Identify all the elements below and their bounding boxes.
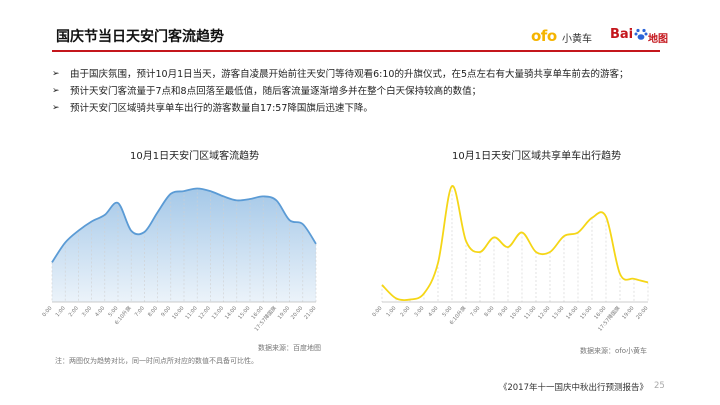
- x-tick-label: 3:00: [413, 305, 425, 318]
- bullet-text: 由于国庆氛围，预计10月1日当天，游客自凌晨开始前往天安门等待观看6:10的升旗…: [70, 69, 629, 80]
- x-tick-label: 15:00: [579, 305, 593, 320]
- x-tick-label: 0:00: [371, 305, 383, 318]
- x-tick-label: 9:00: [497, 305, 509, 318]
- baidu-map-logo-text: 地图: [648, 34, 668, 45]
- x-tick-label: 19:00: [621, 305, 635, 320]
- list-item: ➢ 预计天安门区域骑共享单车出行的游客数量自17:57降国旗后迅速下降。: [52, 100, 672, 117]
- x-tick-label: 20:00: [635, 305, 649, 320]
- x-tick-label: 8:00: [483, 305, 495, 318]
- x-tick-label: 11:00: [523, 305, 537, 320]
- x-tick-label: 7:00: [469, 305, 481, 318]
- right-chart-source: 数据来源：ofo小黄车: [580, 347, 648, 355]
- bullet-text: 预计天安门区域骑共享单车出行的游客数量自17:57降国旗后迅速下降。: [70, 103, 373, 114]
- arrow-bullet-icon: ➢: [52, 86, 60, 96]
- baidu-logo: Bai: [610, 27, 634, 42]
- left-chart-title: 10月1日天安门区域客流趋势: [130, 151, 260, 162]
- footnote: 注：两图仅为趋势对比，同一时间点所对应的数值不具备可比性。: [55, 357, 258, 365]
- x-tick-label: 10:00: [509, 305, 523, 320]
- x-tick-label: 13:00: [551, 305, 565, 320]
- title-rule: [52, 50, 660, 52]
- bullet-text: 预计天安门客流量于7点和8点回落至最低值，随后客流量逐渐增多并在整个白天保持较高…: [70, 86, 482, 97]
- page-title: 国庆节当日天安门客流趋势: [56, 29, 224, 45]
- x-tick-label: 1:00: [385, 305, 397, 318]
- page-number: 25: [654, 381, 665, 391]
- series-line: [381, 185, 649, 302]
- x-tick-label: 5:00: [441, 305, 453, 318]
- x-tick-label: 2:00: [399, 305, 411, 318]
- left-chart-source: 数据来源：百度地图: [258, 344, 321, 352]
- arrow-bullet-icon: ➢: [52, 69, 60, 79]
- list-item: ➢ 由于国庆氛围，预计10月1日当天，游客自凌晨开始前往天安门等待观看6:10的…: [52, 66, 672, 83]
- arrow-bullet-icon: ➢: [52, 103, 60, 113]
- baidu-paw-icon: [634, 28, 648, 40]
- report-title-footer: 《2017年十一国庆中秋出行预测报告》: [498, 383, 648, 393]
- x-tick-label: 4:00: [427, 305, 439, 318]
- right-chart-title: 10月1日天安门区域共享单车出行趋势: [452, 151, 622, 162]
- series-line: [51, 187, 317, 263]
- header: 国庆节当日天安门客流趋势 ofo 小黄车 Bai 地图: [0, 0, 720, 52]
- x-tick-label: 14:00: [565, 305, 579, 320]
- ofo-logo-text: 小黄车: [562, 34, 592, 45]
- ofo-logo: ofo: [531, 27, 557, 45]
- bullet-list: ➢ 由于国庆氛围，预计10月1日当天，游客自凌晨开始前往天安门等待观看6:10的…: [52, 66, 672, 117]
- x-tick-label: 12:00: [537, 305, 551, 320]
- list-item: ➢ 预计天安门客流量于7点和8点回落至最低值，随后客流量逐渐增多并在整个白天保持…: [52, 83, 672, 100]
